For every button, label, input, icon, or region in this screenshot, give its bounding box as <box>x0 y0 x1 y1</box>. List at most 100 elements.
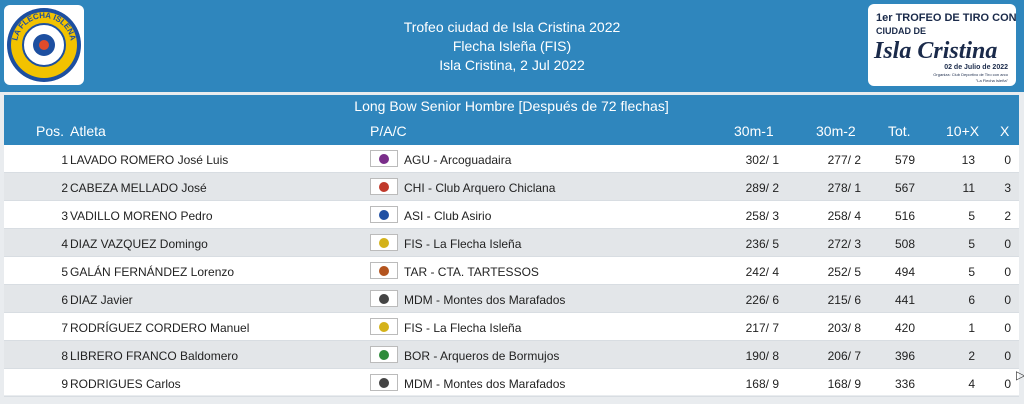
col-distance-1: 30m-1 <box>734 123 774 139</box>
row-distance-1: 226/ 6 <box>745 293 779 307</box>
row-distance-2: 278/ 1 <box>827 181 861 195</box>
row-distance-1: 168/ 9 <box>745 377 779 391</box>
row-position: 2 <box>61 181 68 195</box>
row-distance-2: 206/ 7 <box>827 349 861 363</box>
row-x-count: 3 <box>1004 181 1011 195</box>
row-distance-1: 258/ 3 <box>745 209 779 223</box>
row-total: 508 <box>894 237 915 251</box>
club-logo-dot-icon <box>379 181 389 192</box>
row-athlete-name: RODRIGUES Carlos <box>70 377 181 391</box>
row-athlete-name: GALÁN FERNÁNDEZ Lorenzo <box>70 265 235 279</box>
row-athlete-name: LIBRERO FRANCO Baldomero <box>70 349 239 363</box>
category-title: Long Bow Senior Hombre [Después de 72 fl… <box>354 98 669 114</box>
row-distance-1: 242/ 4 <box>745 265 779 279</box>
club-logo-icon <box>370 290 398 307</box>
row-position: 5 <box>61 265 68 279</box>
row-x-count: 0 <box>1004 349 1011 363</box>
club-logo-icon <box>370 318 398 335</box>
row-total: 579 <box>894 153 915 167</box>
row-x-count: 0 <box>1004 237 1011 251</box>
club-logo-dot-icon <box>379 209 389 220</box>
row-position: 1 <box>61 153 68 167</box>
logo-line1: 1er TROFEO DE TIRO CON ARCO <box>876 12 1016 24</box>
col-distance-2: 30m-2 <box>816 123 856 139</box>
club-logo-dot-icon <box>379 237 389 248</box>
row-athlete-name: RODRÍGUEZ CORDERO Manuel <box>70 321 250 335</box>
row-club: FIS - La Flecha Isleña <box>404 321 522 335</box>
row-position: 7 <box>61 321 68 335</box>
row-club: ASI - Club Asirio <box>404 209 492 223</box>
row-tens-x: 2 <box>968 349 975 363</box>
row-distance-2: 252/ 5 <box>827 265 861 279</box>
col-x: X <box>1000 123 1010 139</box>
row-tens-x: 5 <box>968 265 975 279</box>
row-distance-1: 289/ 2 <box>745 181 779 195</box>
results-panel: Long Bow Senior Hombre [Después de 72 fl… <box>4 95 1019 397</box>
trophy-logo-right: 1er TROFEO DE TIRO CON ARCO CIUDAD DE Is… <box>868 4 1024 86</box>
col-total: Tot. <box>888 123 911 139</box>
row-total: 396 <box>894 349 915 363</box>
row-distance-2: 203/ 8 <box>827 321 861 335</box>
logo-line2: CIUDAD DE <box>876 26 926 36</box>
mouse-cursor-icon: ▷ <box>1016 368 1024 382</box>
table-row: 2 CABEZA MELLADO José CHI - Club Arquero C… <box>4 173 1019 201</box>
club-logo-dot-icon <box>379 153 389 164</box>
col-athlete: Atleta <box>70 123 106 139</box>
row-tens-x: 5 <box>968 237 975 251</box>
club-logo-dot-icon <box>379 265 389 276</box>
row-total: 567 <box>894 181 915 195</box>
row-club: FIS - La Flecha Isleña <box>404 237 522 251</box>
row-total: 494 <box>894 265 915 279</box>
row-tens-x: 5 <box>968 209 975 223</box>
row-total: 336 <box>894 377 915 391</box>
club-logo-dot-icon <box>379 377 389 388</box>
row-athlete-name: CABEZA MELLADO José <box>70 181 207 195</box>
club-logo-left: LA FLECHA ISLEÑA <box>4 5 84 85</box>
club-logo-icon <box>370 234 398 251</box>
results-table-body: 1 LAVADO ROMERO José Luis AGU - Arcoguadai… <box>4 145 1019 397</box>
row-tens-x: 1 <box>968 321 975 335</box>
row-club: BOR - Arqueros de Bormujos <box>404 349 560 363</box>
row-athlete-name: LAVADO ROMERO José Luis <box>70 153 229 167</box>
club-logo-icon <box>370 374 398 391</box>
row-total: 441 <box>894 293 915 307</box>
table-row: 5 GALÁN FERNÁNDEZ Lorenzo TAR - CTA. TARTE… <box>4 257 1019 285</box>
row-athlete-name: VADILLO MORENO Pedro <box>70 209 213 223</box>
trofeo-logo-icon: 1er TROFEO DE TIRO CON ARCO CIUDAD DE Is… <box>873 12 1024 83</box>
table-row: 9 RODRIGUES Carlos MDM - Montes dos Marafa… <box>4 369 1019 397</box>
row-athlete-name: DIAZ VAZQUEZ Domingo <box>70 237 208 251</box>
logo-org1: Organiza: Club Deportivo de Tiro con arc… <box>933 72 1008 77</box>
category-header: Long Bow Senior Hombre [Después de 72 fl… <box>4 95 1019 145</box>
club-logo-icon <box>370 262 398 279</box>
row-distance-1: 217/ 7 <box>745 321 779 335</box>
logo-line3: Isla Cristina <box>873 38 997 64</box>
club-logo-icon <box>370 150 398 167</box>
row-distance-2: 215/ 6 <box>827 293 861 307</box>
row-distance-2: 258/ 4 <box>827 209 861 223</box>
event-place-date: Isla Cristina, 2 Jul 2022 <box>439 57 585 73</box>
row-tens-x: 4 <box>968 377 975 391</box>
logo-date: 02 de Julio de 2022 <box>944 64 1008 71</box>
row-total: 516 <box>894 209 915 223</box>
table-row: 7 RODRÍGUEZ CORDERO Manuel FIS - La Flecha… <box>4 313 1019 341</box>
table-row: 4 DIAZ VAZQUEZ Domingo FIS - La Flecha Isl… <box>4 229 1019 257</box>
logo-org2: "La Flecha Isleña" <box>976 78 1009 83</box>
row-total: 420 <box>894 321 915 335</box>
row-distance-2: 168/ 9 <box>827 377 861 391</box>
row-tens-x: 11 <box>962 181 975 195</box>
row-distance-1: 302/ 1 <box>745 153 779 167</box>
table-row: 1 LAVADO ROMERO José Luis AGU - Arcoguadai… <box>4 145 1019 173</box>
event-header: LA FLECHA ISLEÑA Trofeo ciudad de Isla C… <box>0 0 1024 92</box>
col-club: P/A/C <box>370 123 407 139</box>
flecha-islena-logo-icon: LA FLECHA ISLEÑA <box>7 8 81 82</box>
row-x-count: 0 <box>1004 321 1011 335</box>
row-x-count: 0 <box>1004 293 1011 307</box>
row-position: 3 <box>61 209 68 223</box>
event-title: Trofeo ciudad de Isla Cristina 2022 <box>403 19 621 35</box>
row-distance-1: 236/ 5 <box>745 237 779 251</box>
row-position: 4 <box>61 237 68 251</box>
row-distance-2: 272/ 3 <box>827 237 861 251</box>
row-distance-1: 190/ 8 <box>745 349 779 363</box>
club-logo-dot-icon <box>379 349 389 360</box>
event-organizer: Flecha Isleña (FIS) <box>452 38 572 54</box>
